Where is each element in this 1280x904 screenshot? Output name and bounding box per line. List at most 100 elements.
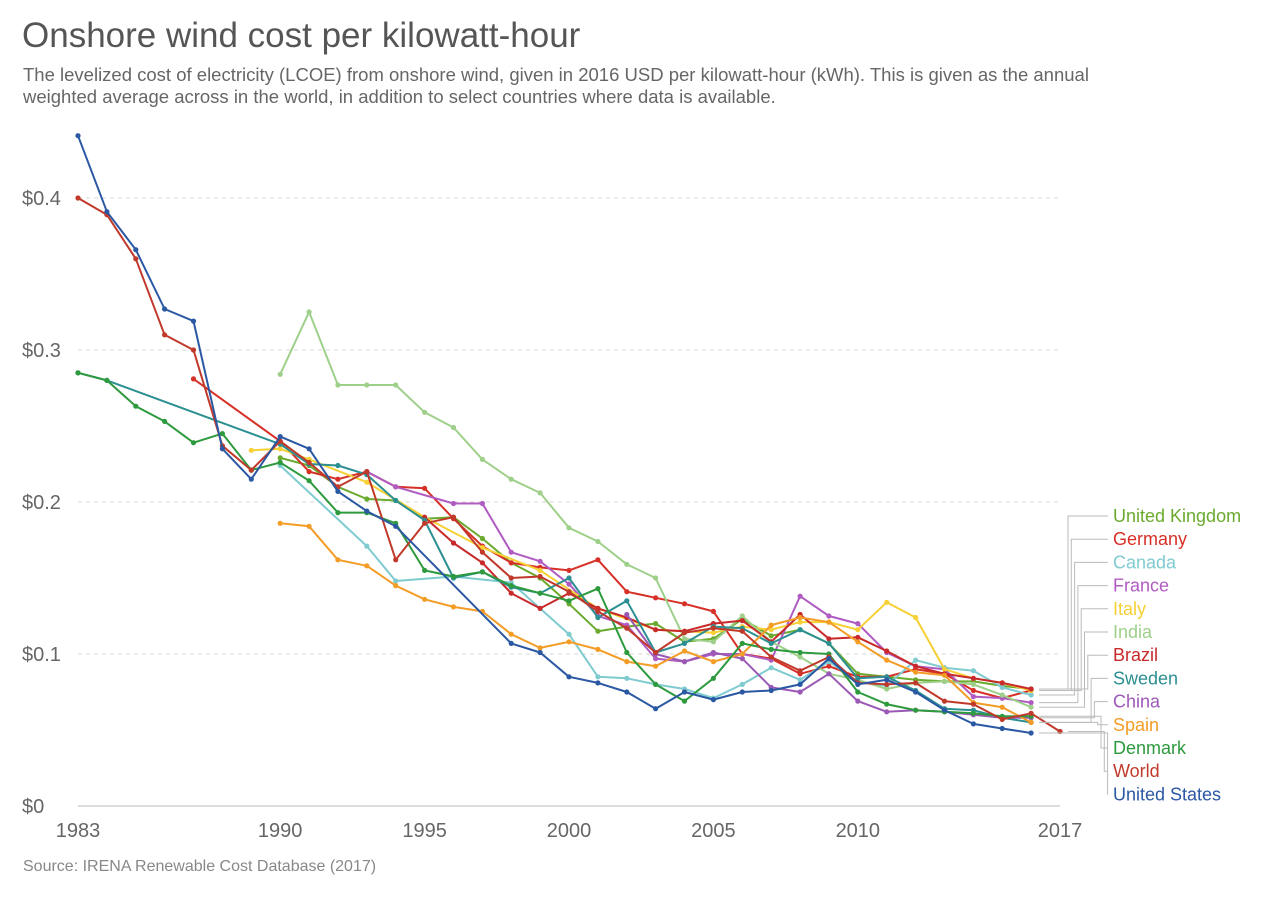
data-point [277, 520, 283, 526]
data-point [653, 663, 659, 669]
data-point [624, 659, 630, 665]
series-line [279, 311, 1032, 709]
data-point [797, 668, 803, 674]
y-tick-label: $0.1 [22, 644, 61, 666]
data-point [277, 371, 283, 377]
data-point [624, 589, 630, 595]
data-point [768, 640, 774, 647]
data-point [797, 654, 803, 660]
data-point [537, 573, 543, 580]
data-point [393, 382, 399, 388]
data-point [393, 484, 399, 490]
data-point [826, 663, 832, 669]
data-point [941, 666, 948, 672]
chart-title: Onshore wind cost per kilowatt-hour [22, 16, 581, 55]
data-point [1028, 730, 1034, 736]
x-tick-label: 1990 [258, 820, 303, 842]
data-point [219, 431, 225, 437]
data-point [653, 656, 659, 662]
data-point [508, 583, 514, 589]
data-point [422, 596, 428, 602]
data-point [335, 557, 341, 563]
data-point [1028, 692, 1034, 698]
data-point [422, 409, 428, 415]
data-point [768, 665, 774, 671]
data-point [335, 476, 341, 482]
data-point [566, 567, 572, 574]
legend-label-italy: Italy [1113, 599, 1146, 619]
data-point [508, 476, 514, 482]
data-point [306, 469, 312, 475]
data-point [999, 716, 1005, 723]
data-point [450, 514, 457, 520]
data-point [710, 630, 717, 636]
data-point [364, 543, 370, 549]
series-india [277, 309, 1034, 710]
data-point [566, 639, 572, 645]
data-point [913, 657, 919, 663]
data-point [1028, 686, 1034, 692]
data-point [537, 649, 543, 656]
series-line [423, 516, 1032, 690]
data-point [941, 678, 948, 685]
data-point [884, 648, 890, 654]
data-point [797, 677, 803, 683]
data-point [941, 698, 948, 704]
data-point [624, 649, 630, 656]
data-point [1028, 710, 1034, 716]
legend-connector [1039, 631, 1108, 708]
data-point [855, 627, 861, 633]
data-point [248, 476, 254, 482]
data-point [826, 671, 832, 677]
data-point [826, 656, 832, 662]
data-point [595, 646, 601, 653]
data-point [364, 479, 370, 485]
data-point [739, 651, 745, 657]
data-point [855, 639, 861, 645]
data-point [566, 581, 572, 587]
series-line [77, 371, 1032, 724]
data-point [884, 681, 890, 688]
data-point [277, 446, 283, 452]
data-point [826, 613, 832, 619]
data-point [739, 656, 745, 662]
data-point [681, 630, 688, 636]
series-germany [190, 376, 1034, 701]
data-point [364, 563, 370, 569]
data-point [739, 689, 745, 695]
legend-connector [1068, 731, 1108, 772]
data-point [219, 446, 225, 452]
data-point [624, 598, 630, 604]
data-point [913, 663, 919, 669]
data-point [190, 440, 197, 446]
data-point [104, 209, 110, 215]
data-point [710, 675, 717, 681]
data-point [913, 614, 919, 621]
data-point [508, 575, 514, 581]
source-note: Source: IRENA Renewable Cost Database (2… [23, 858, 377, 875]
data-point [335, 488, 341, 494]
data-point [306, 459, 312, 466]
series-line [279, 464, 1032, 700]
series-lines [75, 133, 1063, 736]
data-point [999, 725, 1005, 732]
data-point [364, 496, 370, 502]
series-line [77, 371, 1032, 718]
data-point [364, 469, 370, 475]
legend-connector [1039, 721, 1108, 726]
data-point [624, 625, 630, 631]
legend-label-world: World [1113, 761, 1160, 781]
data-point [595, 538, 601, 545]
data-point [797, 619, 803, 625]
data-point [855, 675, 861, 681]
data-point [941, 672, 948, 678]
legend-connector [1039, 608, 1108, 691]
data-point [335, 462, 341, 469]
series-line [366, 470, 1032, 704]
data-point [653, 575, 659, 581]
data-point [681, 698, 688, 704]
data-point [653, 681, 659, 688]
data-point [566, 589, 572, 595]
data-point [797, 614, 803, 621]
